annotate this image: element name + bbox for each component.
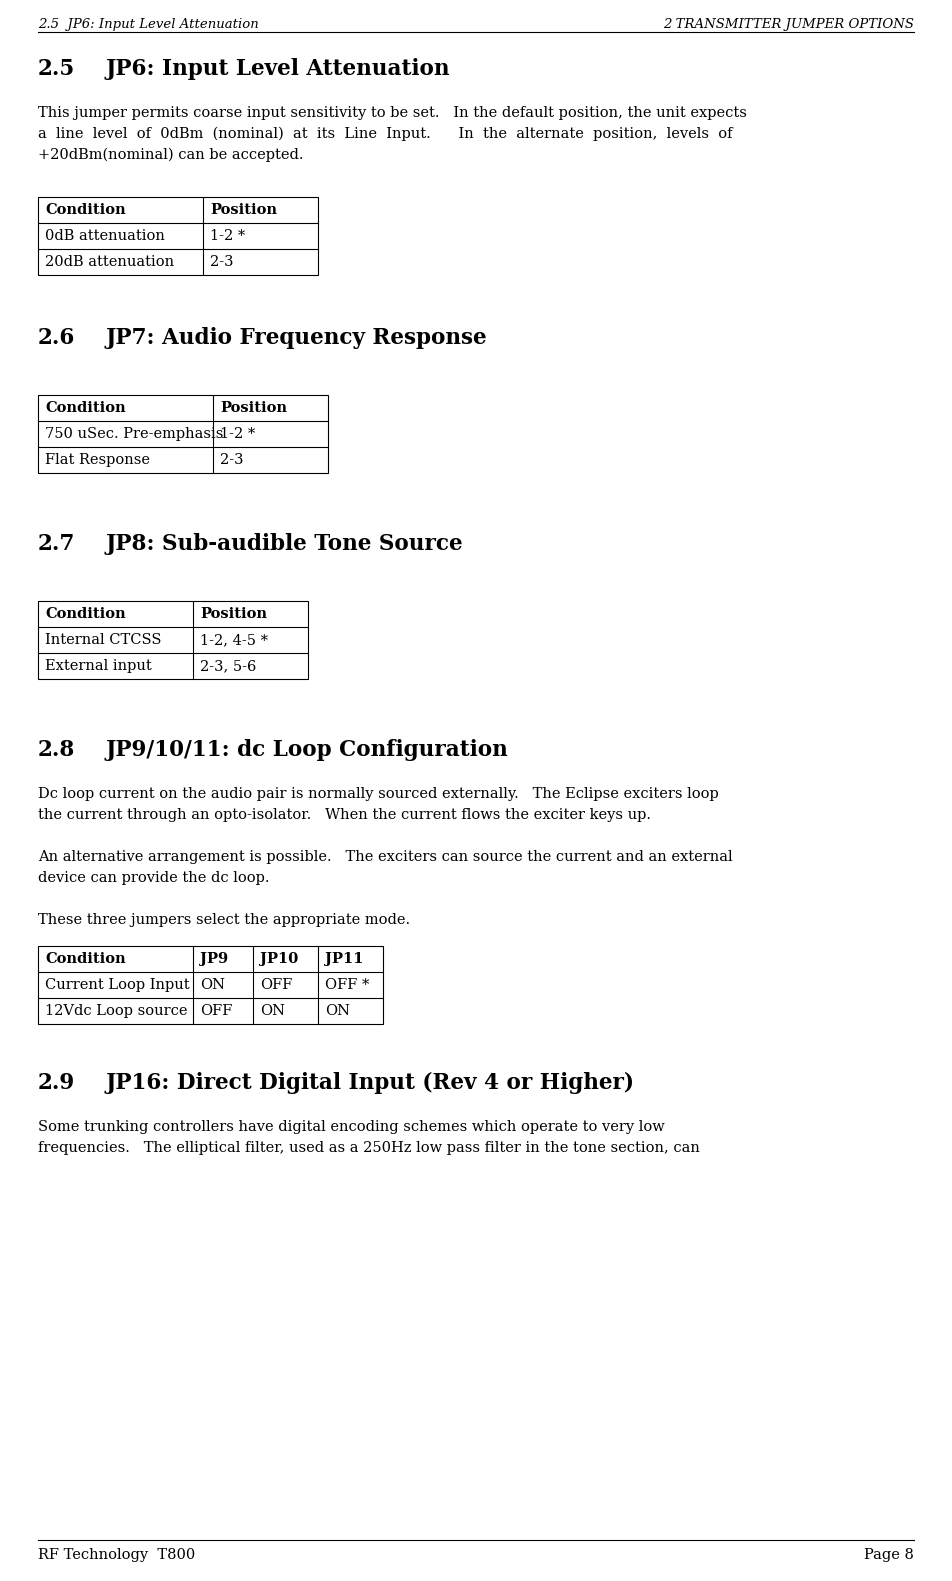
Bar bbox=[38, 945, 383, 1024]
Text: 2.5  JP6: Input Level Attenuation: 2.5 JP6: Input Level Attenuation bbox=[38, 17, 259, 32]
Text: 12Vdc Loop source: 12Vdc Loop source bbox=[45, 1004, 188, 1018]
Text: 2.7: 2.7 bbox=[38, 533, 75, 555]
Text: This jumper permits coarse input sensitivity to be set.   In the default positio: This jumper permits coarse input sensiti… bbox=[38, 106, 747, 120]
Text: ON: ON bbox=[325, 1004, 350, 1018]
Text: Position: Position bbox=[210, 202, 277, 217]
Text: RF Technology  T800: RF Technology T800 bbox=[38, 1548, 195, 1562]
Text: 0dB attenuation: 0dB attenuation bbox=[45, 229, 165, 243]
Text: Dc loop current on the audio pair is normally sourced externally.   The Eclipse : Dc loop current on the audio pair is nor… bbox=[38, 787, 719, 802]
Text: JP8: Sub-audible Tone Source: JP8: Sub-audible Tone Source bbox=[106, 533, 464, 555]
Text: Position: Position bbox=[200, 607, 267, 621]
Text: Page 8: Page 8 bbox=[864, 1548, 914, 1562]
Text: OFF: OFF bbox=[200, 1004, 232, 1018]
Text: Condition: Condition bbox=[45, 402, 126, 414]
Text: frequencies.   The elliptical filter, used as a 250Hz low pass filter in the ton: frequencies. The elliptical filter, used… bbox=[38, 1141, 700, 1156]
Bar bbox=[38, 395, 328, 473]
Text: JP7: Audio Frequency Response: JP7: Audio Frequency Response bbox=[106, 327, 487, 349]
Text: 2-3, 5-6: 2-3, 5-6 bbox=[200, 659, 256, 674]
Text: Position: Position bbox=[220, 402, 287, 414]
Text: External input: External input bbox=[45, 659, 151, 674]
Text: +20dBm(nominal) can be accepted.: +20dBm(nominal) can be accepted. bbox=[38, 149, 304, 163]
Text: 2.5: 2.5 bbox=[38, 58, 75, 81]
Text: Flat Response: Flat Response bbox=[45, 454, 150, 466]
Text: OFF *: OFF * bbox=[325, 979, 369, 991]
Text: Current Loop Input: Current Loop Input bbox=[45, 979, 189, 991]
Text: ON: ON bbox=[200, 979, 225, 991]
Text: 20dB attenuation: 20dB attenuation bbox=[45, 255, 174, 269]
Text: the current through an opto-isolator.   When the current flows the exciter keys : the current through an opto-isolator. Wh… bbox=[38, 808, 651, 822]
Text: 2-3: 2-3 bbox=[210, 255, 233, 269]
Text: Condition: Condition bbox=[45, 952, 126, 966]
Text: JP9/10/11: dc Loop Configuration: JP9/10/11: dc Loop Configuration bbox=[106, 738, 508, 760]
Text: 2-3: 2-3 bbox=[220, 454, 244, 466]
Text: Some trunking controllers have digital encoding schemes which operate to very lo: Some trunking controllers have digital e… bbox=[38, 1119, 664, 1134]
Text: device can provide the dc loop.: device can provide the dc loop. bbox=[38, 871, 269, 885]
Text: An alternative arrangement is possible.   The exciters can source the current an: An alternative arrangement is possible. … bbox=[38, 851, 733, 863]
Text: 1-2, 4-5 *: 1-2, 4-5 * bbox=[200, 632, 268, 647]
Bar bbox=[38, 601, 308, 678]
Text: These three jumpers select the appropriate mode.: These three jumpers select the appropria… bbox=[38, 912, 410, 926]
Text: 750 uSec. Pre-emphasis: 750 uSec. Pre-emphasis bbox=[45, 427, 224, 441]
Text: JP6: Input Level Attenuation: JP6: Input Level Attenuation bbox=[106, 58, 450, 81]
Text: 1-2 *: 1-2 * bbox=[210, 229, 246, 243]
Text: 2.8: 2.8 bbox=[38, 738, 75, 760]
Text: JP11: JP11 bbox=[325, 952, 364, 966]
Bar bbox=[38, 198, 318, 275]
Text: Condition: Condition bbox=[45, 202, 126, 217]
Text: 2.9: 2.9 bbox=[38, 1072, 75, 1094]
Text: 2 TRANSMITTER JUMPER OPTIONS: 2 TRANSMITTER JUMPER OPTIONS bbox=[663, 17, 914, 32]
Text: a  line  level  of  0dBm  (nominal)  at  its  Line  Input.      In  the  alterna: a line level of 0dBm (nominal) at its Li… bbox=[38, 126, 732, 141]
Text: JP16: Direct Digital Input (Rev 4 or Higher): JP16: Direct Digital Input (Rev 4 or Hig… bbox=[106, 1072, 635, 1094]
Text: JP9: JP9 bbox=[200, 952, 228, 966]
Text: ON: ON bbox=[260, 1004, 285, 1018]
Text: Internal CTCSS: Internal CTCSS bbox=[45, 632, 162, 647]
Text: OFF: OFF bbox=[260, 979, 292, 991]
Text: 2.6: 2.6 bbox=[38, 327, 75, 349]
Text: JP10: JP10 bbox=[260, 952, 298, 966]
Text: Condition: Condition bbox=[45, 607, 126, 621]
Text: 1-2 *: 1-2 * bbox=[220, 427, 255, 441]
